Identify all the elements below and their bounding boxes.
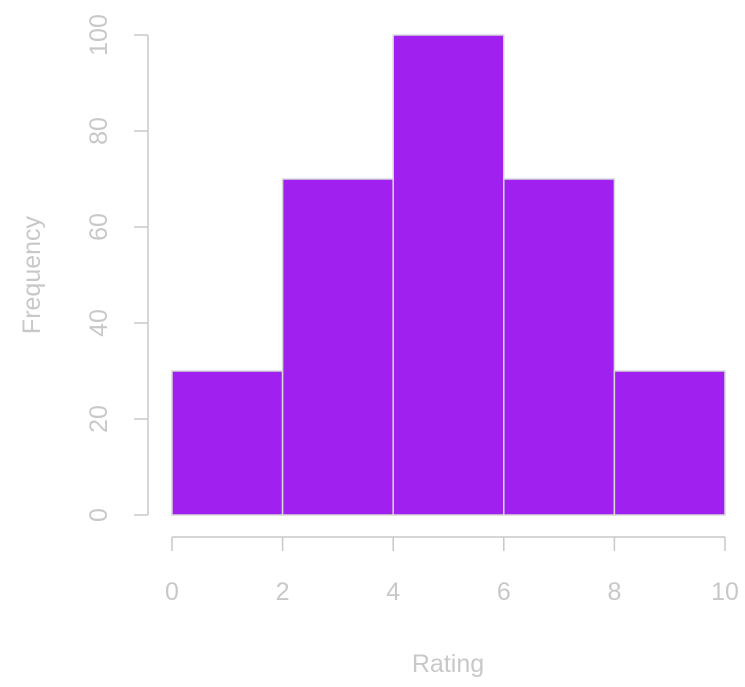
x-axis-label: Rating: [412, 650, 484, 678]
histogram-bar-3: [392, 34, 505, 516]
x-tick-label: 6: [497, 578, 511, 606]
x-tick-label: 0: [165, 578, 179, 606]
x-tick-label: 4: [386, 578, 400, 606]
y-tick-label: 20: [85, 405, 113, 433]
histogram-bar-2: [281, 178, 394, 516]
histogram-bar-5: [613, 370, 726, 516]
histogram-bar-1: [171, 370, 284, 516]
x-tick-label: 8: [607, 578, 621, 606]
x-axis: 0 2 4 6 8 10: [165, 536, 739, 606]
x-tick-label: 10: [711, 578, 739, 606]
y-tick-label: 80: [85, 117, 113, 145]
y-tick-label: 100: [85, 14, 113, 56]
y-tick-label: 0: [85, 508, 113, 522]
bars-layer: [171, 34, 726, 516]
y-tick-label: 40: [85, 309, 113, 337]
y-axis-label: Frequency: [18, 215, 46, 334]
y-axis: 0 20 40 60 80 100: [85, 14, 149, 522]
histogram-bar-4: [503, 178, 616, 516]
y-tick-label: 60: [85, 213, 113, 241]
x-tick-label: 2: [276, 578, 290, 606]
